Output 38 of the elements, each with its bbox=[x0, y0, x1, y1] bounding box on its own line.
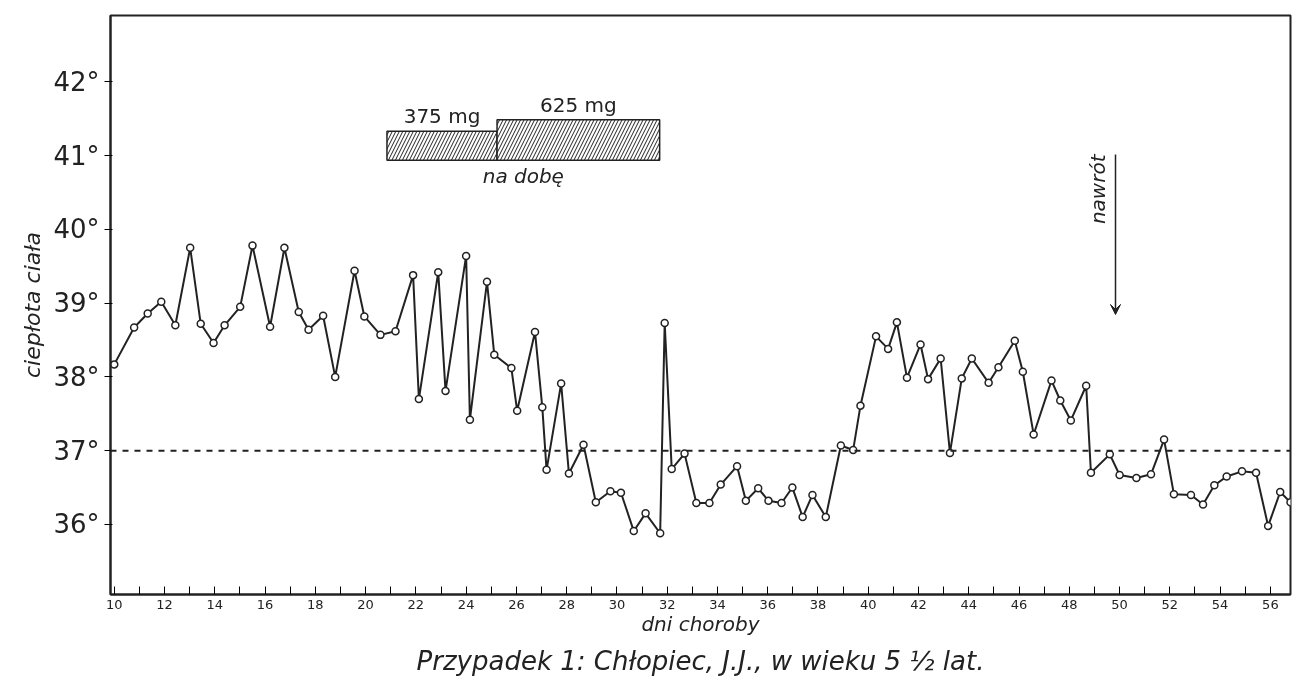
x-tick-label: 48 bbox=[1061, 596, 1078, 612]
x-tick-label: 34 bbox=[709, 596, 726, 612]
x-tick-label: 30 bbox=[608, 596, 626, 612]
x-tick-label: 44 bbox=[960, 596, 978, 612]
annotation: na dobę bbox=[482, 164, 564, 189]
y-tick-label: 41° bbox=[53, 140, 100, 171]
x-tick-label: 20 bbox=[357, 596, 374, 612]
x-tick-label: 24 bbox=[457, 596, 475, 612]
text: Przypadek 1: Chłopiec, J.J., w wieku 5 ½ lat. bbox=[416, 645, 985, 676]
x-tick-label: 42 bbox=[910, 596, 927, 612]
x-tick-label: 52 bbox=[1161, 596, 1179, 612]
x-tick-label: 12 bbox=[156, 596, 173, 612]
x-tick-label: 40 bbox=[859, 596, 877, 612]
x-tick-label: 38 bbox=[809, 596, 827, 612]
x-tick-label: 14 bbox=[206, 596, 224, 612]
y-tick-label: 40° bbox=[53, 214, 100, 245]
x-axis-title: dni choroby bbox=[641, 611, 761, 636]
x-tick-label: 50 bbox=[1111, 596, 1128, 612]
x-tick-label: 36 bbox=[759, 596, 777, 612]
x-tick-label: 28 bbox=[558, 596, 575, 612]
y-tick-label: 38° bbox=[53, 361, 100, 392]
annotation: nawrót bbox=[1085, 153, 1110, 225]
y-tick-label: 39° bbox=[53, 288, 100, 319]
band-label: 625 mg bbox=[540, 92, 617, 117]
y-tick-label: 37° bbox=[53, 435, 100, 466]
y-axis-title: ciepłota ciała bbox=[20, 231, 46, 379]
x-tick-label: 18 bbox=[307, 596, 324, 612]
x-tick-label: 46 bbox=[1010, 596, 1028, 612]
x-tick-label: 56 bbox=[1262, 596, 1279, 612]
band-label: 375 mg bbox=[403, 104, 481, 129]
y-tick-label: 42° bbox=[53, 66, 100, 97]
x-tick-label: 16 bbox=[256, 596, 274, 612]
y-tick-label: 36° bbox=[53, 509, 100, 540]
x-tick-label: 22 bbox=[407, 596, 425, 612]
x-tick-label: 54 bbox=[1211, 596, 1229, 612]
x-tick-label: 26 bbox=[508, 596, 525, 612]
x-tick-label: 10 bbox=[106, 596, 123, 612]
x-tick-label: 32 bbox=[658, 596, 676, 612]
